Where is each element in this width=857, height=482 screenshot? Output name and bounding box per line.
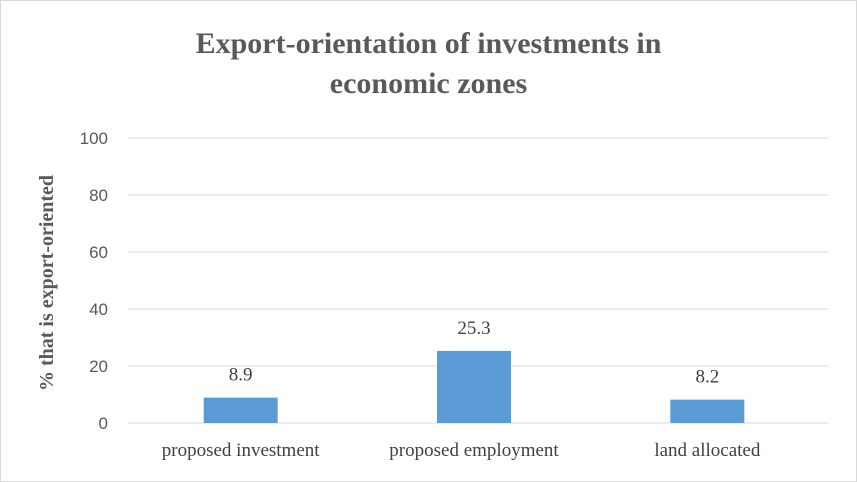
category-label: proposed investment: [162, 440, 321, 461]
y-axis-ticks: 0 20 40 60 80 100: [80, 129, 108, 433]
bars: [203, 350, 745, 423]
data-label: 25.3: [457, 318, 490, 339]
data-label: 8.9: [229, 365, 253, 386]
y-tick-label: 80: [89, 186, 108, 205]
y-tick-label: 40: [89, 300, 108, 319]
category-label: proposed employment: [389, 440, 559, 461]
chart-title-line-2: economic zones: [329, 67, 528, 100]
y-axis-label: % that is export-oriented: [36, 175, 58, 391]
category-label: land allocated: [654, 440, 761, 461]
chart-title: Export-orientation of investments in eco…: [0, 24, 857, 104]
bar-proposed-employment: [437, 350, 511, 423]
y-tick-label: 100: [80, 129, 108, 148]
x-axis-categories: proposed investment proposed employment la…: [162, 440, 761, 461]
chart-title-line-1: Export-orientation of investments in: [195, 27, 662, 60]
data-label: 8.2: [695, 367, 719, 388]
data-labels: 8.9 25.3 8.2: [229, 318, 719, 388]
y-tick-label: 60: [89, 243, 108, 262]
y-tick-label: 20: [89, 357, 108, 376]
bar-proposed-investment: [203, 397, 278, 423]
bar-land-allocated: [670, 399, 745, 423]
y-tick-label: 0: [99, 414, 108, 433]
